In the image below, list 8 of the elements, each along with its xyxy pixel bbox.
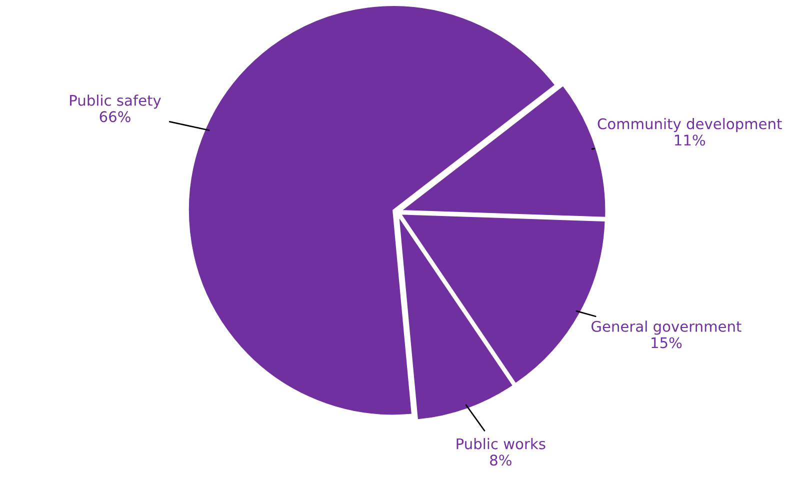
data-label: 66% bbox=[100, 111, 130, 122]
slice-label: Community development bbox=[598, 118, 782, 132]
data-label: 8% bbox=[490, 454, 512, 466]
data-label: 15% bbox=[652, 337, 682, 348]
slice-label: Public safety bbox=[70, 94, 161, 109]
slice-label: Public works bbox=[456, 438, 546, 450]
slice-label: General government bbox=[592, 320, 742, 335]
data-label: 11% bbox=[675, 134, 706, 146]
